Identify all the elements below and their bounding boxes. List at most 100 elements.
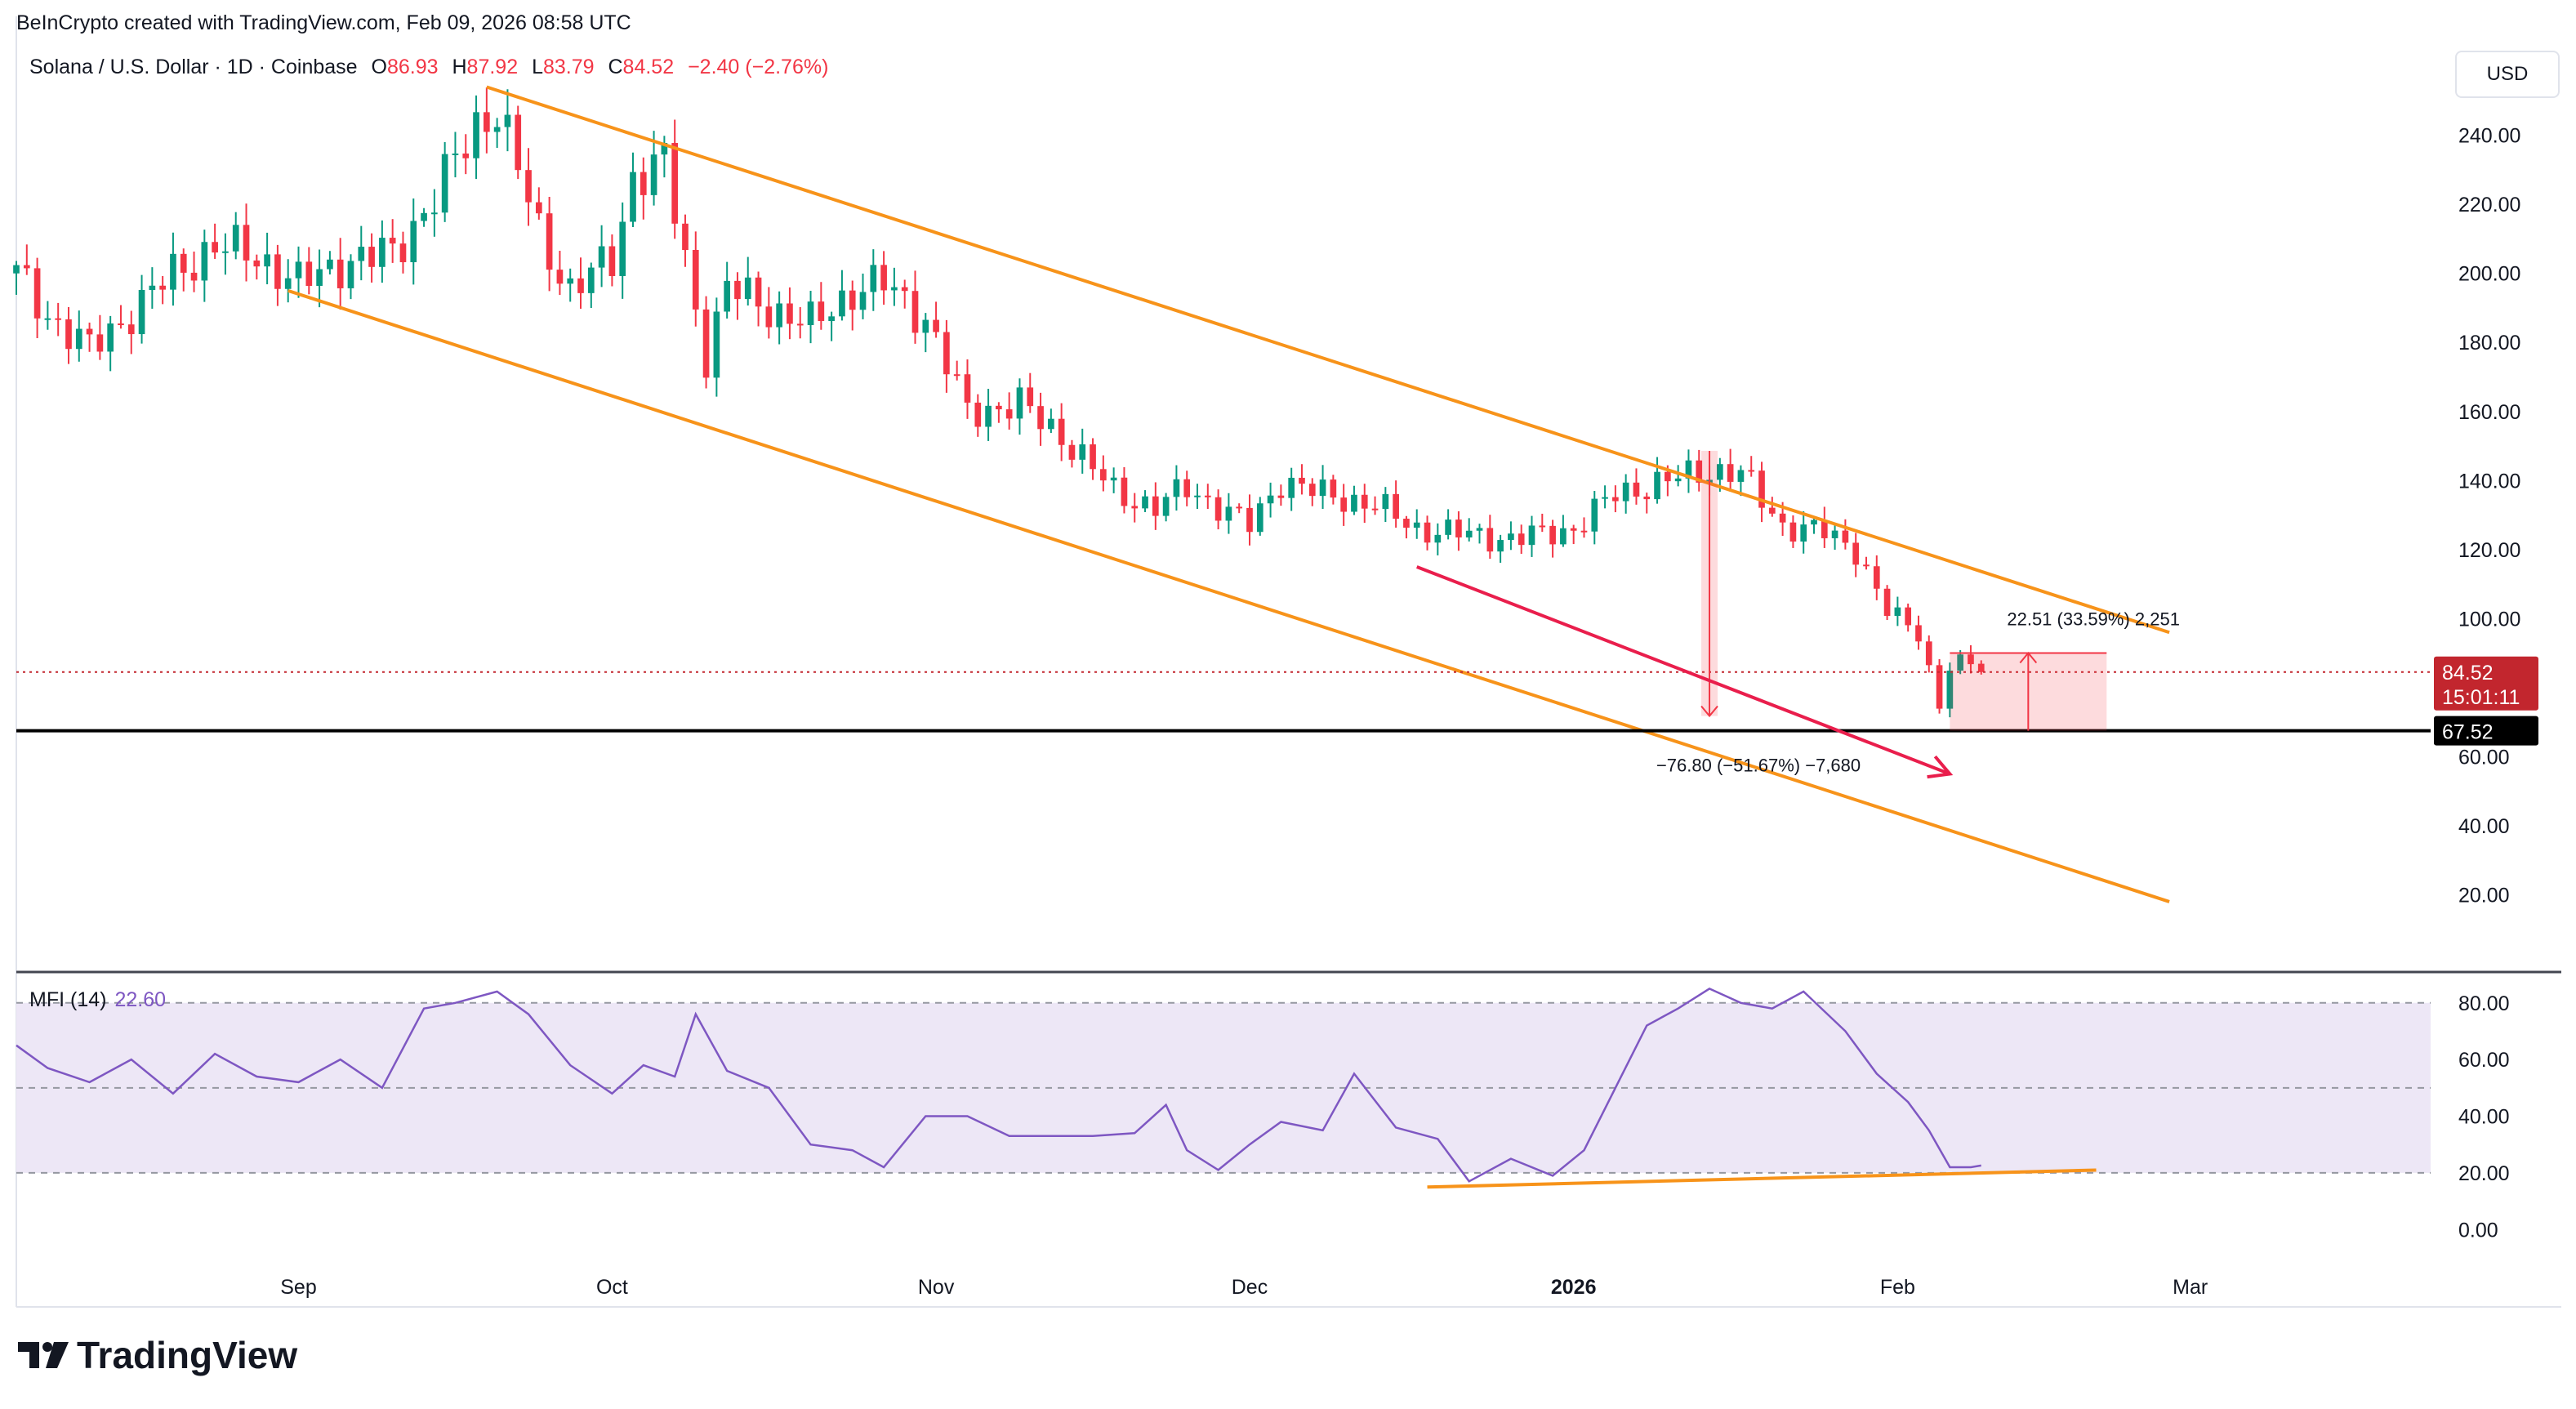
candle [1831, 524, 1838, 551]
candle-body [1121, 477, 1128, 506]
candle [1027, 372, 1034, 413]
candle-body [1748, 470, 1755, 472]
candle [1685, 449, 1692, 493]
candle [724, 261, 731, 319]
candle [1277, 484, 1285, 506]
last-price-tag-text: 15:01:11 [2442, 686, 2520, 709]
candle [484, 87, 490, 154]
candle [399, 231, 407, 274]
candle [1173, 465, 1180, 511]
candle-body [567, 278, 574, 284]
candle [1800, 511, 1807, 554]
candle [347, 254, 354, 300]
candle-body [640, 172, 647, 195]
logo-text: TradingView [77, 1334, 298, 1376]
candle-body [1204, 495, 1211, 497]
candle [1674, 465, 1682, 487]
candle [1016, 378, 1023, 435]
candle-body [1361, 494, 1368, 509]
candle [796, 307, 804, 339]
candle-body [922, 319, 929, 333]
candle [1110, 467, 1117, 493]
candle-body [473, 112, 479, 158]
candle-body [1831, 530, 1838, 538]
candle-body [1665, 471, 1671, 482]
candle [1465, 518, 1473, 542]
candle [1612, 485, 1619, 513]
candle-body [515, 114, 522, 171]
candle-body [180, 253, 187, 273]
candle-body [1413, 522, 1420, 528]
tradingview-logo[interactable]: TradingView [16, 1333, 297, 1377]
candle-body [264, 254, 270, 267]
candle-body [118, 323, 124, 326]
candle [1821, 506, 1828, 548]
candle [650, 131, 657, 206]
price-tick-label: 60.00 [2458, 746, 2510, 769]
candle-body [389, 238, 396, 244]
candle [567, 268, 574, 302]
candle [1737, 465, 1745, 497]
candle-body [1915, 625, 1922, 642]
support-price-tag-box [2434, 716, 2538, 746]
candle-body [870, 265, 877, 292]
candle-body [744, 277, 751, 300]
candle [849, 280, 856, 331]
candle-body [253, 260, 261, 267]
candle-body [274, 254, 281, 289]
candle-body [661, 143, 668, 155]
candle [1267, 482, 1274, 518]
candle [1977, 660, 1985, 675]
divergence-arrow-line [1416, 565, 1951, 776]
candle [1340, 484, 1347, 526]
candle [880, 251, 887, 305]
support-price-tag: 67.52 [2434, 716, 2538, 746]
candle-body [953, 374, 960, 377]
candle [431, 189, 438, 237]
candle [1518, 524, 1525, 555]
candle [201, 230, 208, 302]
candle [1048, 408, 1054, 434]
candle [1894, 596, 1901, 626]
candle-body [1779, 513, 1786, 523]
candle [608, 234, 616, 287]
candle [1873, 555, 1880, 600]
candle [1382, 487, 1389, 523]
measure-up-label: 22.51 (33.59%) 2,251 [2007, 609, 2180, 629]
candle [1863, 556, 1870, 570]
price-tick-label: 140.00 [2458, 470, 2520, 493]
candle [828, 311, 835, 341]
candle [556, 251, 564, 296]
last-price-tag-box [2434, 656, 2538, 711]
candle-body [410, 221, 417, 263]
candle-body [1246, 507, 1253, 533]
candle [1789, 515, 1797, 548]
chart-credit: BeInCrypto created with TradingView.com,… [16, 11, 631, 34]
candle [1330, 475, 1337, 505]
x-tick-label: Feb [1880, 1276, 1915, 1299]
candle [1602, 485, 1608, 509]
candle [1570, 524, 1577, 545]
symbol-legend: Solana / U.S. Dollar · 1D · Coinbase O86… [29, 56, 828, 79]
candle-body [1873, 566, 1880, 589]
candle-body [493, 127, 501, 132]
candle [1727, 448, 1734, 492]
candle [1434, 523, 1442, 555]
candle-body [671, 143, 679, 224]
candle [1319, 465, 1326, 510]
candle-body [159, 285, 166, 290]
candle [1486, 515, 1494, 560]
candle-body [1528, 525, 1535, 546]
candle [149, 267, 156, 309]
candle [787, 287, 793, 340]
candle-body [1549, 525, 1556, 545]
currency-button[interactable]: USD [2455, 51, 2560, 98]
candle-body [849, 290, 856, 310]
candle-body [1821, 519, 1828, 538]
candle [1131, 493, 1139, 523]
candle [1852, 533, 1860, 577]
candle [587, 262, 595, 308]
candle-body [1946, 671, 1954, 709]
